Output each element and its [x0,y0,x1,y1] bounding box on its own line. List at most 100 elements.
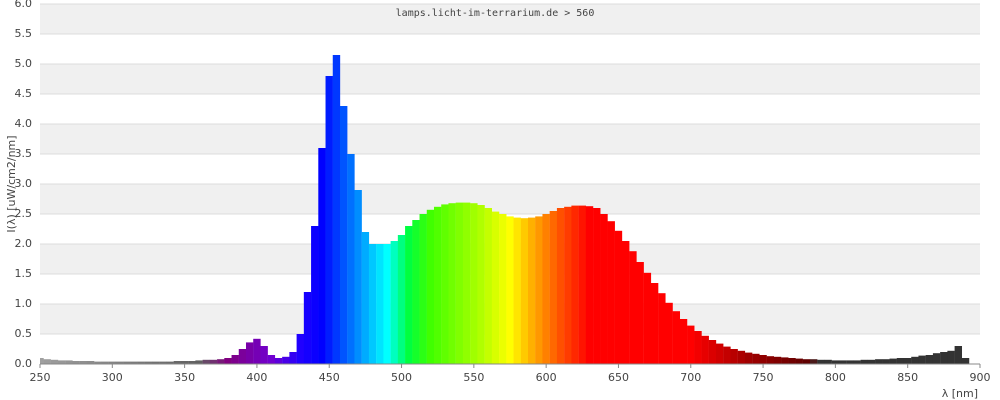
y-tick-label: 2.5 [15,207,33,220]
spectrum-bar [607,221,615,364]
spectrum-bar [296,334,305,364]
spectrum-bar [151,361,160,364]
spectrum-bar [650,283,659,364]
spectrum-bar [643,272,652,364]
x-tick-label: 600 [536,371,557,384]
spectrum-bar [556,208,565,364]
spectrum-bar [339,106,348,364]
spectrum-bar [614,230,623,364]
spectrum-bar [621,241,630,364]
spectrum-bar [687,325,695,364]
spectrum-bar [723,346,731,364]
spectrum-bar [903,358,912,364]
spectrum-bar [882,359,890,364]
spectrum-bar [520,218,529,364]
spectrum-bar [441,204,449,364]
spectrum-bar [318,148,326,364]
spectrum-bar [202,359,211,364]
y-tick-label: 1.5 [15,267,33,280]
spectrum-bar [433,206,442,364]
y-tick-label: 6.0 [15,0,33,10]
spectrum-bar [462,202,471,364]
x-tick-label: 350 [174,371,195,384]
spectrum-bar [40,358,44,364]
y-tick-label: 0.5 [15,327,33,340]
spectrum-bar [694,331,702,364]
spectrum-bar [477,205,485,364]
spectrum-bar [180,361,189,364]
spectrum-bar [166,361,174,364]
spectrum-bar [224,358,232,364]
spectrum-bar [636,262,644,364]
spectrum-bar [50,359,59,364]
spectrum-bar [484,208,493,364]
spectrum-bar [766,356,775,364]
spectrum-bar [57,360,66,364]
spectrum-bar [759,355,767,364]
spectrum-bar [535,216,543,364]
x-tick-label: 650 [608,371,629,384]
spectrum-bar [267,355,276,364]
spectrum-bar [564,206,572,364]
spectrum-bar [896,358,905,364]
spectrum-bar [940,352,948,364]
spectrum-bar [911,356,919,364]
spectrum-bar [527,217,536,364]
x-axis-label: λ [nm] [942,387,978,400]
x-tick-label: 850 [897,371,918,384]
spectrum-bar [65,360,73,364]
spectrum-bar [600,214,608,364]
spectrum-bar [195,360,203,364]
spectrum-bar [593,208,601,364]
spectrum-bar [744,352,753,364]
x-tick-label: 750 [753,371,774,384]
spectrum-bar [101,361,109,364]
spectrum-bar [217,359,225,364]
spectrum-bar [679,319,688,364]
spectrum-bar [231,355,239,364]
x-tick-label: 700 [680,371,701,384]
spectrum-bar [354,190,362,364]
spectrum-bar [325,76,333,364]
spectrum-bar [708,340,717,364]
spectrum-bar [491,211,500,364]
spectrum-bar [86,361,95,364]
chart-title: lamps.licht-im-terrarium.de > 560 [396,8,595,19]
spectrum-bar [115,361,124,364]
y-tick-label: 1.0 [15,297,33,310]
y-tick-label: 4.5 [15,87,33,100]
spectrum-bar [788,358,796,364]
y-tick-label: 5.5 [15,27,33,40]
y-tick-label: 2.0 [15,237,33,250]
spectrum-bar [397,235,406,364]
spectrum-bar [426,209,435,364]
spectrum-bar [961,358,970,364]
spectrum-bar [715,343,724,364]
spectrum-bar [730,349,738,364]
spectrum-bar [303,292,312,364]
y-tick-label: 0.0 [15,357,33,370]
x-tick-label: 550 [463,371,484,384]
spectrum-bar [79,361,88,364]
spectrum-bar [658,293,666,364]
spectrum-bar [376,244,384,364]
spectrum-bar [860,359,869,364]
spectrum-bar [347,154,355,364]
spectrum-bar [867,359,876,364]
spectrum-bar [585,206,594,364]
spectrum-bar [549,211,558,364]
x-tick-label: 250 [30,371,51,384]
spectrum-bar [875,359,883,364]
band [40,4,980,34]
x-tick-label: 900 [970,371,991,384]
spectrum-bar [737,350,746,364]
spectrum-bar [817,359,825,364]
x-tick-label: 300 [102,371,123,384]
spectrum-bar [773,356,782,364]
x-tick-label: 800 [825,371,846,384]
spectrum-bar [43,359,51,364]
x-tick-label: 450 [319,371,340,384]
spectrum-bar [144,361,153,364]
spectrum-bar [448,203,456,364]
